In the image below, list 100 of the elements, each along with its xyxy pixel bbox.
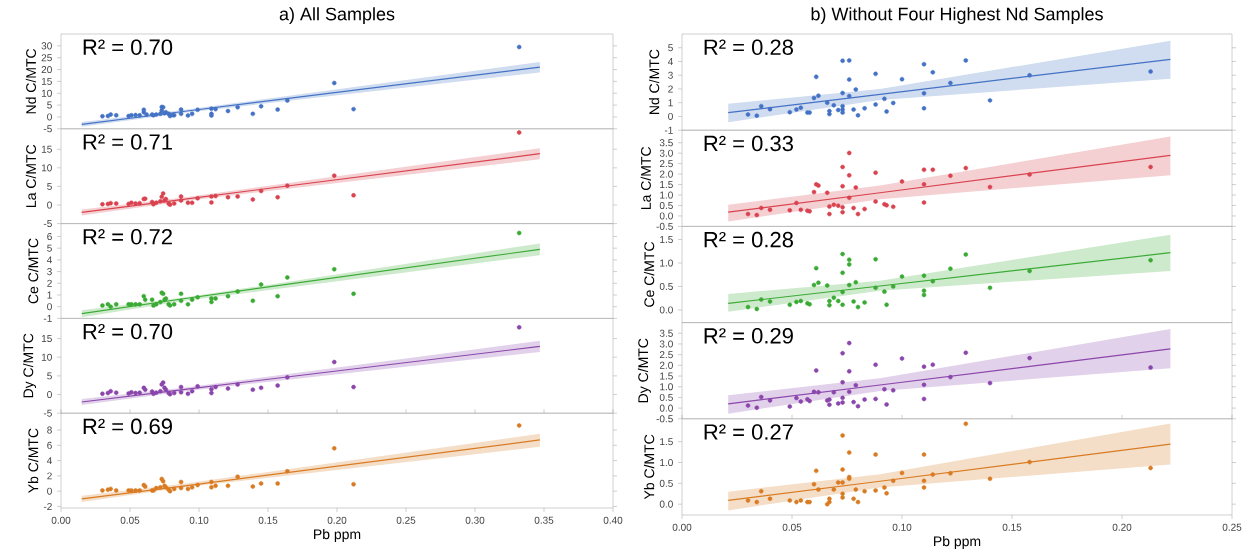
y-tick-label: 3.0 <box>659 340 673 348</box>
y-tick-label: 0.0 <box>659 212 673 220</box>
y-tick-label: 5 <box>47 101 52 109</box>
y-tick-label: 1.5 <box>660 236 673 244</box>
y-tick-label: 15 <box>41 335 52 343</box>
y-tick-label: 5 <box>47 182 52 190</box>
y-tick-label: 2.5 <box>659 160 673 168</box>
x-tick-label: 0.25 <box>396 516 416 524</box>
y-tick-label: 4 <box>46 457 53 465</box>
y-tick-label: -0.5 <box>656 222 673 230</box>
annotation: R² = 0.72 <box>83 228 172 245</box>
y-tick-label: 1.5 <box>660 372 673 380</box>
y-tick-label: 2 <box>47 279 52 287</box>
annotation: R² = 0.71 <box>83 134 172 150</box>
chart-title: b) Without Four Highest Nd Samples <box>811 7 1103 24</box>
y-tick-label: 10 <box>41 89 52 97</box>
y-tick-label: 1 <box>47 291 52 299</box>
y-tick-label: 0.5 <box>659 201 673 210</box>
y-tick-label: 3 <box>668 71 673 79</box>
y-tick-label: 0 <box>47 201 52 209</box>
y-tick-label: 15 <box>41 77 52 85</box>
y-tick-label: 0.5 <box>659 479 673 487</box>
y-tick-label: -5 <box>43 125 52 133</box>
y-tick-label: -1 <box>43 314 52 322</box>
annotation: R² = 0.70 <box>83 39 173 55</box>
x-axis-title: Pb ppm <box>314 528 361 542</box>
y-tick-label: 5 <box>668 44 673 52</box>
y-tick-label: 6 <box>47 441 52 449</box>
y-tick-label: 8 <box>47 426 52 434</box>
x-tick-label: 0.00 <box>51 516 71 524</box>
y-axis-title: La C/MTC <box>25 144 37 207</box>
annotation: R² = 0.70 <box>83 323 173 340</box>
y-tick-label: 1.5 <box>660 438 673 446</box>
y-axis-title: Dy C/MTC <box>637 338 651 403</box>
x-tick-label: 0.00 <box>672 523 692 531</box>
y-axis-title: Ce C/MTC <box>643 241 655 307</box>
y-tick-label: 10 <box>41 164 52 172</box>
y-tick-label: 0 <box>47 390 52 399</box>
y-tick-label: 1.0 <box>660 259 673 267</box>
y-tick-label: 0.5 <box>659 393 673 401</box>
y-tick-label: 0 <box>47 113 52 121</box>
y-tick-label: 3 <box>47 268 52 276</box>
y-tick-label: 3.0 <box>659 149 673 157</box>
y-tick-label: 2 <box>47 472 52 480</box>
x-tick-label: 0.10 <box>892 523 912 531</box>
x-tick-label: 0.20 <box>327 516 347 524</box>
y-axis-title: Dy C/MTC <box>22 333 37 398</box>
annotation: R² = 0.29 <box>704 328 793 344</box>
annotation: R² = 0.28 <box>704 231 793 248</box>
y-tick-label: 1.0 <box>660 458 673 467</box>
y-axis-title: La C/MTC <box>640 146 651 210</box>
x-tick-label: 0.30 <box>465 516 485 524</box>
y-tick-label: -1 <box>664 126 673 134</box>
y-tick-label: 20 <box>41 66 52 74</box>
y-tick-label: 1.0 <box>660 191 673 199</box>
y-tick-label: 2 <box>668 85 673 93</box>
annotation: R² = 0.69 <box>83 418 172 435</box>
y-tick-label: 0.0 <box>659 306 673 314</box>
y-tick-label: 2.0 <box>659 170 673 178</box>
y-axis-title: Yb C/MTC <box>27 428 39 493</box>
y-tick-label: 0 <box>47 487 52 495</box>
y-tick-label: 30 <box>41 42 52 50</box>
x-tick-label: 0.20 <box>1112 523 1132 531</box>
y-tick-label: 6 <box>47 232 52 241</box>
y-axis-title: Nd C/MTC <box>648 49 660 114</box>
y-tick-label: 0.5 <box>659 282 673 291</box>
annotation: R² = 0.27 <box>704 424 793 440</box>
y-tick-label: 4 <box>667 58 674 65</box>
y-tick-label: -2 <box>43 502 52 510</box>
y-tick-label: 1.5 <box>660 181 673 189</box>
annotation: R² = 0.33 <box>704 135 793 152</box>
y-tick-label: 10 <box>41 353 52 361</box>
y-axis-title: Ce C/MTC <box>27 238 39 304</box>
y-tick-label: -5 <box>43 409 52 417</box>
y-tick-label: 2.0 <box>659 361 673 369</box>
x-tick-label: 0.15 <box>258 516 278 524</box>
x-axis-title: Pb ppm <box>934 535 981 549</box>
y-tick-label: 1 <box>668 99 673 107</box>
y-tick-label: -0.5 <box>656 415 673 423</box>
y-tick-label: 4 <box>46 256 53 264</box>
y-tick-label: 25 <box>41 54 52 62</box>
y-tick-label: 3.5 <box>659 329 673 337</box>
y-axis-title: Nd C/MTC <box>25 48 37 114</box>
y-tick-label: 0 <box>668 112 673 120</box>
x-tick-label: 0.05 <box>782 523 802 531</box>
y-tick-label: 5 <box>47 372 52 380</box>
y-tick-label: 1.0 <box>660 383 673 391</box>
y-tick-label: 3.5 <box>659 139 673 147</box>
x-tick-label: 0.40 <box>603 516 623 524</box>
y-tick-label: 5 <box>47 244 52 252</box>
y-tick-label: 0 <box>47 303 52 311</box>
x-tick-label: 0.05 <box>120 516 140 524</box>
annotation: R² = 0.28 <box>704 39 793 56</box>
y-tick-label: 0.0 <box>659 500 673 508</box>
y-tick-label: 0.0 <box>659 404 673 412</box>
y-tick-label: -5 <box>43 220 52 228</box>
x-tick-label: 0.10 <box>189 516 209 524</box>
x-tick-label: 0.35 <box>534 516 554 524</box>
y-axis-title: Yb C/MTC <box>643 434 655 500</box>
x-tick-label: 0.15 <box>1002 523 1022 531</box>
